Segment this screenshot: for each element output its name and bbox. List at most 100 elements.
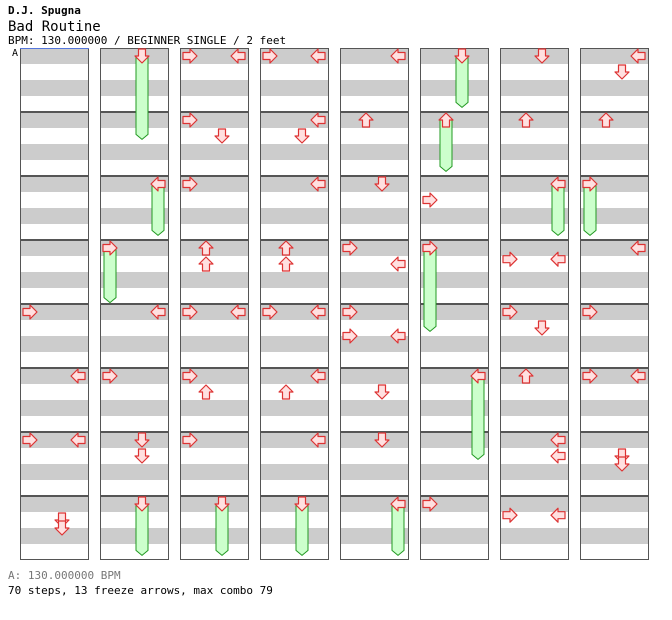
measure-box: [100, 496, 169, 560]
step-arrow: [374, 176, 390, 192]
step-arrow: [310, 368, 326, 384]
step-arrow: [278, 240, 294, 256]
beat-stripe: [420, 176, 489, 192]
beat-stripe: [580, 464, 649, 480]
beat-stripe: [500, 272, 569, 288]
step-arrow: [278, 256, 294, 272]
measure-box: [340, 240, 409, 304]
measure-box: [500, 432, 569, 496]
beat-stripe: [20, 336, 89, 352]
step-arrow: [310, 112, 326, 128]
step-arrow: [614, 456, 630, 472]
beat-stripe: [100, 464, 169, 480]
measure-box: [260, 240, 329, 304]
step-arrow: [390, 256, 406, 272]
measure-box: [20, 112, 89, 176]
measure-box: [500, 368, 569, 432]
beat-stripe: [100, 112, 169, 128]
step-arrow: [374, 432, 390, 448]
step-arrow: [550, 507, 566, 523]
beat-stripe: [500, 400, 569, 416]
beat-stripe: [500, 528, 569, 544]
step-arrow: [294, 128, 310, 144]
beat-stripe: [20, 48, 89, 64]
step-arrow: [390, 48, 406, 64]
measure-box: [260, 48, 329, 112]
measure-box: [500, 48, 569, 112]
freeze-arrow-body: [551, 183, 565, 237]
measure-box: [500, 240, 569, 304]
beat-stripe: [500, 112, 569, 128]
beat-stripe: [260, 208, 329, 224]
beat-stripe: [420, 112, 489, 128]
step-arrow: [310, 304, 326, 320]
measure-box: [580, 496, 649, 560]
song-title: Bad Routine: [8, 19, 101, 35]
beat-stripe: [180, 80, 249, 96]
measure-box: [580, 240, 649, 304]
measure-box: [580, 48, 649, 112]
freeze-arrow-body: [135, 55, 149, 141]
freeze-arrow-body: [151, 183, 165, 237]
step-arrow: [70, 432, 86, 448]
freeze-arrow-head: [150, 176, 166, 192]
step-arrow: [70, 368, 86, 384]
beat-stripe: [500, 304, 569, 320]
step-arrow: [502, 251, 518, 267]
chart-column: [100, 48, 169, 560]
beat-stripe: [420, 272, 489, 288]
beat-stripe: [340, 112, 409, 128]
beat-stripe: [340, 208, 409, 224]
step-arrow: [278, 384, 294, 400]
beat-stripe: [580, 528, 649, 544]
beat-stripe: [420, 528, 489, 544]
measure-box: [20, 304, 89, 368]
freeze-arrow-body: [455, 55, 469, 109]
freeze-arrow-head: [134, 48, 150, 64]
freeze-arrow-body: [583, 183, 597, 237]
measure-box: [180, 496, 249, 560]
beat-stripe: [420, 336, 489, 352]
step-arrow: [230, 48, 246, 64]
beat-stripe: [260, 464, 329, 480]
measure-box: [580, 112, 649, 176]
measure-box: [420, 112, 489, 176]
step-stats: 70 steps, 13 freeze arrows, max combo 79: [8, 584, 273, 597]
beat-stripe: [260, 304, 329, 320]
beat-stripe: [260, 80, 329, 96]
beat-stripe: [180, 304, 249, 320]
measure-box: [260, 304, 329, 368]
measure-box: [100, 432, 169, 496]
chart-column: [580, 48, 649, 560]
beat-stripe: [260, 272, 329, 288]
step-arrow: [374, 384, 390, 400]
measure-box: [420, 240, 489, 304]
beat-stripe: [500, 496, 569, 512]
bpm-change-label: A: [12, 48, 18, 59]
beat-stripe: [100, 272, 169, 288]
measure-box: [100, 176, 169, 240]
beat-stripe: [20, 208, 89, 224]
measure-box: [100, 304, 169, 368]
measure-box: [260, 432, 329, 496]
beat-stripe: [420, 208, 489, 224]
freeze-arrow-body: [295, 503, 309, 557]
step-arrow: [230, 304, 246, 320]
measure-box: [180, 368, 249, 432]
step-arrow: [550, 432, 566, 448]
beat-stripe: [580, 144, 649, 160]
beat-stripe: [580, 336, 649, 352]
beat-stripe: [500, 144, 569, 160]
freeze-arrow-head: [214, 496, 230, 512]
step-arrow: [358, 112, 374, 128]
step-arrow: [518, 112, 534, 128]
measure-box: [180, 176, 249, 240]
beat-stripe: [20, 496, 89, 512]
beat-stripe: [20, 112, 89, 128]
beat-stripe: [340, 336, 409, 352]
step-arrow: [134, 448, 150, 464]
measure-box: [580, 176, 649, 240]
step-arrow: [534, 48, 550, 64]
measure-box: [580, 304, 649, 368]
beat-stripe: [260, 368, 329, 384]
